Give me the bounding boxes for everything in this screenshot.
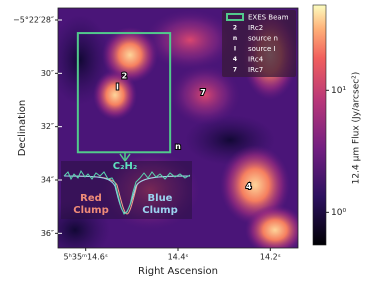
exes-beam xyxy=(76,32,172,154)
legend-label: IRc2 xyxy=(248,24,263,32)
legend-label: source n xyxy=(248,35,278,43)
legend-marker: I xyxy=(234,46,236,53)
source-marker: 2 xyxy=(122,72,128,81)
legend-marker: n xyxy=(233,35,237,42)
y-tick-label: −5°22′28″ xyxy=(13,16,54,25)
inset xyxy=(61,152,192,219)
blue-clump-label: Blue Clump xyxy=(142,193,177,216)
source-marker: 4 xyxy=(246,182,252,191)
source-marker: n xyxy=(175,142,181,151)
legend-beam-swatch xyxy=(226,13,244,21)
legend-box xyxy=(222,10,296,77)
legend-label: IRc7 xyxy=(248,66,263,74)
legend-marker: 4 xyxy=(233,56,237,63)
source-marker: I xyxy=(116,83,119,92)
colorbar-label: 12.4 μm Flux (Jy/arcsec²) xyxy=(352,72,362,185)
y-tick-label: 36″ xyxy=(41,229,54,238)
x-tick-label: 14.4ˢ xyxy=(168,253,189,262)
legend-marker: 2 xyxy=(233,25,237,32)
x-tick-label: 5ʰ35ᵐ14.6ˢ xyxy=(64,253,108,262)
legend: EXES Beam 2 IRc2 n source n I source I 4 IRc4 7 IR… xyxy=(222,10,296,77)
legend-marker: 7 xyxy=(233,67,237,74)
legend-label: IRc4 xyxy=(248,56,264,64)
x-axis-label: Right Ascension xyxy=(138,266,218,277)
red-clump-label: Red Clump xyxy=(73,193,108,216)
y-tick-label: 30″ xyxy=(41,69,54,78)
molecule-label: C₂H₂ xyxy=(113,161,137,172)
y-axis-label: Declination xyxy=(17,100,28,157)
colorbar xyxy=(312,4,327,246)
legend-label: source I xyxy=(248,45,276,53)
colorbar-tick-label: 10¹ xyxy=(331,86,346,96)
x-tick-label: 14.2ˢ xyxy=(260,253,281,262)
source-marker: 7 xyxy=(200,88,206,97)
legend-label: EXES Beam xyxy=(248,14,289,22)
y-tick-label: 34″ xyxy=(41,176,54,185)
y-tick-label: 32″ xyxy=(41,122,54,131)
colorbar-tick-label: 10⁰ xyxy=(331,208,346,218)
